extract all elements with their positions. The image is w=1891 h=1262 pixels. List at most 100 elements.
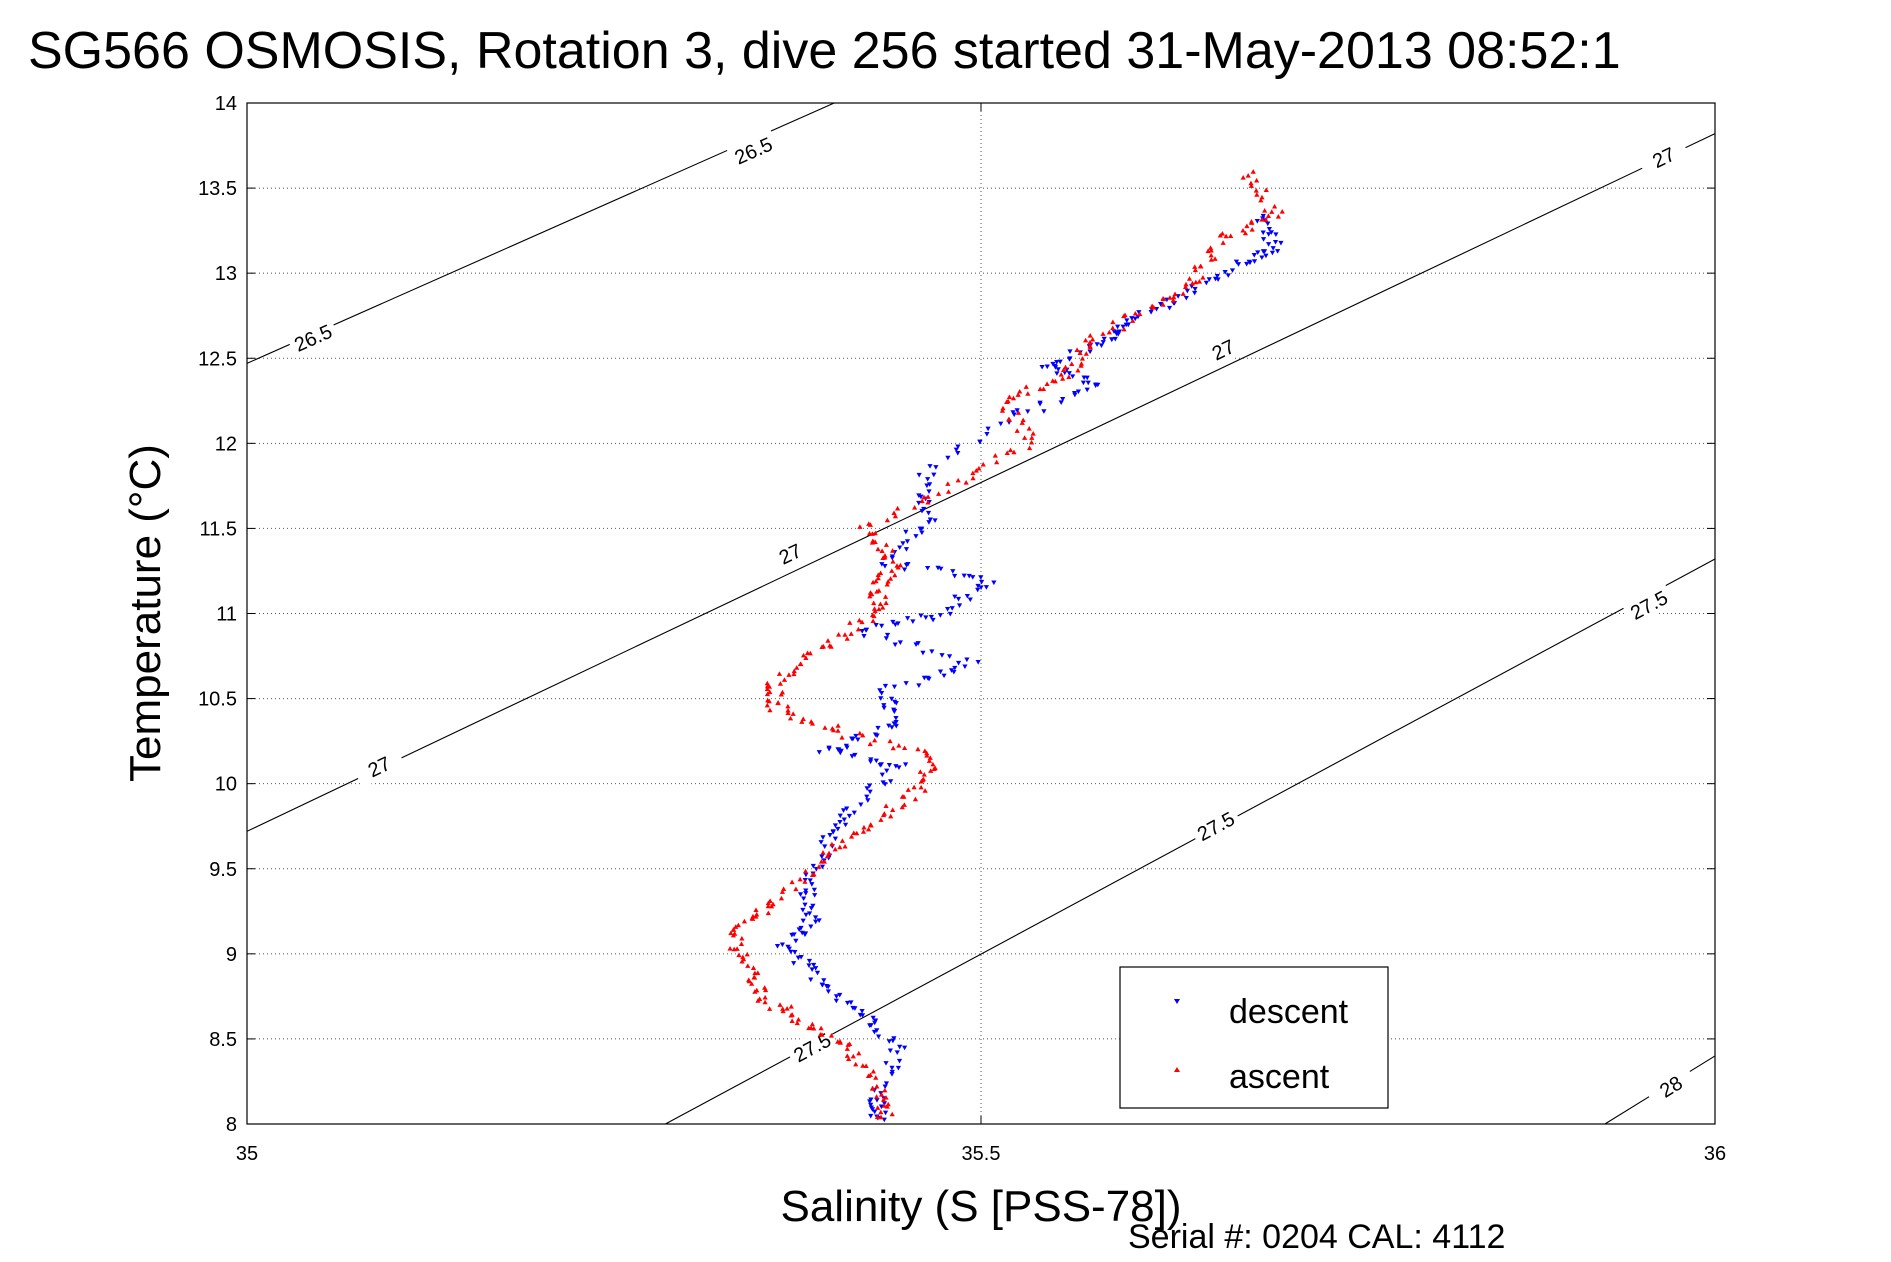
ascent-point <box>860 829 867 834</box>
ascent-point <box>1244 223 1250 229</box>
descent-point <box>818 840 824 845</box>
ascent-point <box>850 1053 856 1059</box>
descent-point <box>1120 324 1126 330</box>
ascent-point <box>999 408 1006 413</box>
ascent-point <box>1026 425 1032 431</box>
descent-point <box>978 575 984 580</box>
descent-point <box>1094 342 1100 347</box>
descent-point <box>822 844 828 849</box>
descent-point <box>923 615 929 621</box>
descent-point <box>895 621 901 626</box>
ascent-point <box>777 681 783 686</box>
ascent-point <box>787 715 794 721</box>
descent-point <box>889 696 895 702</box>
descent-point <box>889 1071 895 1077</box>
ascent-point <box>860 732 866 738</box>
ascent-point <box>928 768 934 773</box>
ascent-point <box>887 738 893 744</box>
descent-point <box>810 863 816 869</box>
ascent-point <box>924 753 930 758</box>
ascent-point <box>1015 410 1022 415</box>
ascent-point <box>791 671 797 677</box>
descent-point <box>1272 239 1279 245</box>
ascent-point <box>870 618 876 624</box>
chart-title: SG566 OSMOSIS, Rotation 3, dive 256 star… <box>28 22 1621 80</box>
descent-point <box>955 451 961 456</box>
ascent-point <box>1006 394 1013 400</box>
descent-point <box>952 594 958 600</box>
descent-point <box>903 529 909 535</box>
ascent-point <box>889 568 895 573</box>
ascent-point <box>1263 187 1269 193</box>
descent-point <box>1054 359 1060 365</box>
descent-point <box>851 810 857 816</box>
descent-point <box>890 619 896 625</box>
ascent-point <box>842 843 848 849</box>
descent-point <box>1229 268 1236 273</box>
ascent-point <box>791 668 797 674</box>
serial-cal-note: Serial #: 0204 CAL: 4112 <box>1128 1218 1505 1256</box>
descent-point <box>774 943 781 949</box>
y-tick-label: 13.5 <box>198 178 237 200</box>
ascent-point <box>1275 214 1281 219</box>
ascent-point <box>762 999 768 1005</box>
ascent-point <box>1015 392 1021 397</box>
ascent-point <box>750 913 756 919</box>
ascent-point <box>865 1073 872 1079</box>
ascent-point <box>1029 435 1035 440</box>
descent-point <box>1011 412 1017 418</box>
contour-label-bg <box>785 1025 840 1070</box>
data-points <box>727 169 1285 1123</box>
ascent-point <box>899 794 905 799</box>
descent-point <box>812 915 819 921</box>
y-tick-label: 11.5 <box>200 518 237 540</box>
ascent-point <box>889 1111 895 1117</box>
descent-point <box>900 541 906 546</box>
density-contour-27.5 <box>665 558 1716 1125</box>
ascent-point <box>1079 356 1086 361</box>
descent-point <box>1260 237 1267 242</box>
descent-point <box>811 962 817 968</box>
ascent-point <box>884 1103 890 1109</box>
y-tick-label: 11 <box>216 604 237 626</box>
descent-point <box>861 634 867 639</box>
descent-point <box>800 907 806 913</box>
ascent-point <box>1249 227 1255 232</box>
descent-point <box>893 701 899 706</box>
x-tick-label: 35.5 <box>962 1143 1001 1165</box>
descent-point <box>806 963 812 968</box>
ascent-point <box>1228 233 1234 238</box>
descent-point <box>873 758 879 764</box>
descent-point <box>892 622 898 628</box>
descent-point <box>803 872 809 878</box>
contour-label-bg <box>726 129 781 172</box>
ascent-point <box>1240 227 1246 233</box>
descent-point <box>812 893 818 898</box>
ascent-point <box>822 725 828 730</box>
descent-point <box>1184 288 1190 294</box>
ascent-point <box>875 572 881 578</box>
descent-point <box>975 660 981 665</box>
descent-point <box>1070 374 1076 379</box>
descent-point <box>1087 349 1093 355</box>
ascent-point <box>883 600 889 606</box>
ascent-point <box>884 581 890 587</box>
descent-point <box>868 1105 874 1111</box>
ascent-point <box>802 868 809 874</box>
descent-point <box>886 1039 892 1044</box>
descent-point <box>1261 249 1268 254</box>
descent-point <box>977 439 983 445</box>
ascent-point <box>936 491 942 496</box>
descent-point <box>882 782 888 787</box>
ascent-point <box>867 593 873 599</box>
ascent-point <box>1160 296 1166 301</box>
descent-point <box>919 530 925 536</box>
descent-point <box>878 1104 885 1110</box>
descent-point <box>1067 356 1073 361</box>
ascent-point <box>753 907 759 913</box>
ascent-point <box>897 562 904 568</box>
ascent-point <box>846 1056 852 1061</box>
descent-point <box>889 555 895 561</box>
ascent-point <box>874 589 880 594</box>
ascent-point <box>839 735 845 740</box>
